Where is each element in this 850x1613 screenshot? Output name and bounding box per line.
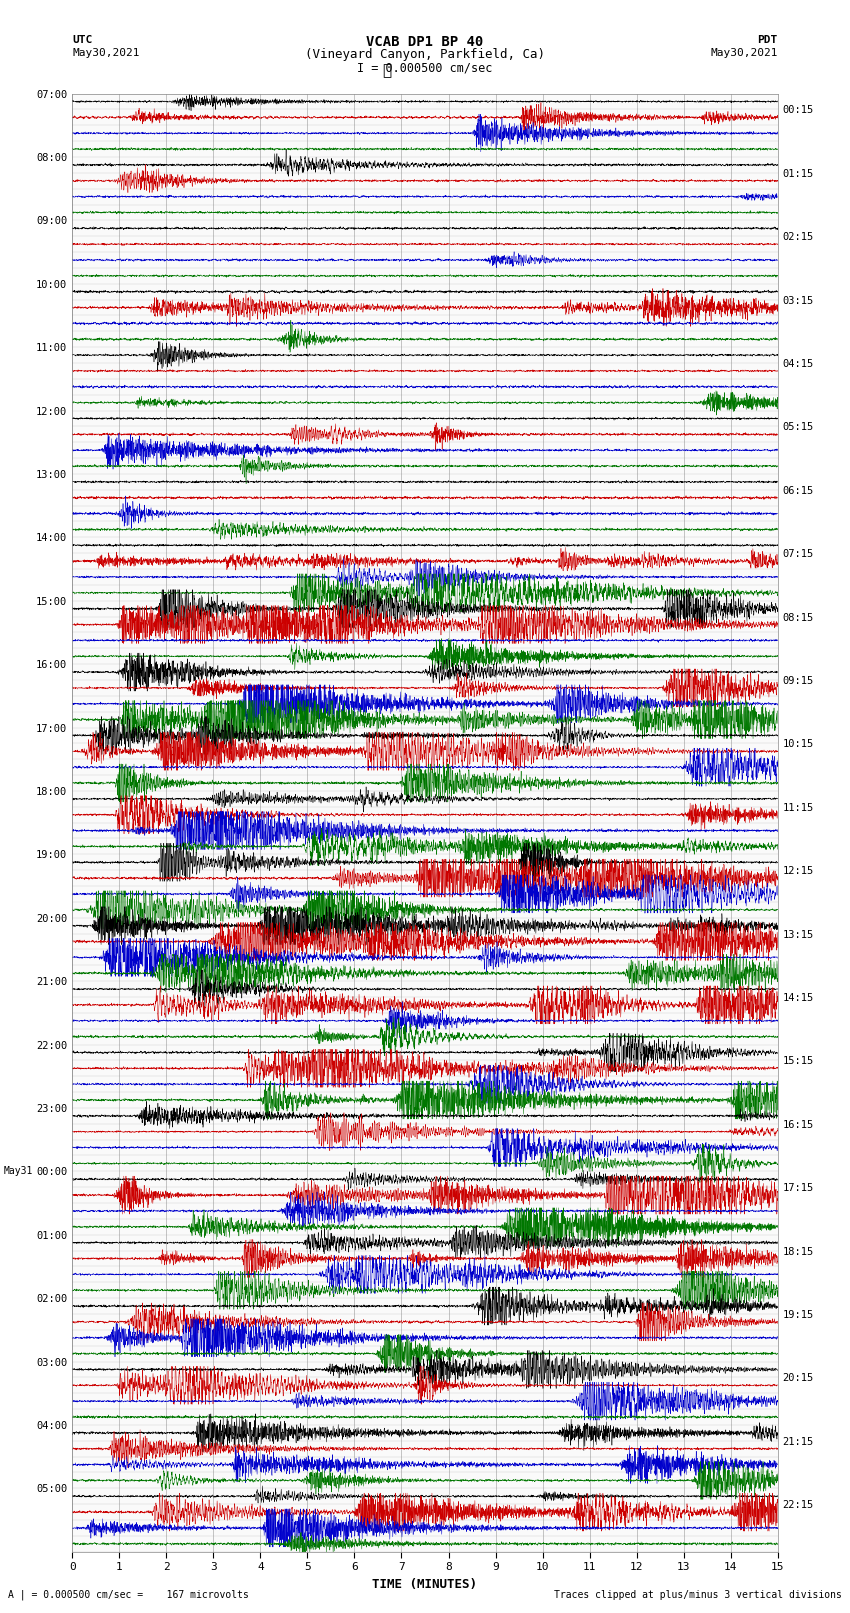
Bar (72, 600, 778, 665)
Bar (72, 790, 778, 855)
Bar (72, 918, 778, 981)
Bar (72, 727, 778, 790)
Text: PDT: PDT (757, 35, 778, 45)
Bar (72, 284, 778, 347)
Bar (72, 1171, 778, 1234)
Bar (72, 537, 778, 600)
Text: May31: May31 (4, 1166, 33, 1176)
X-axis label: TIME (MINUTES): TIME (MINUTES) (372, 1578, 478, 1590)
Text: VCAB DP1 BP 40: VCAB DP1 BP 40 (366, 35, 484, 50)
Bar (72, 1489, 778, 1552)
Bar (72, 1234, 778, 1298)
Text: Traces clipped at plus/minus 3 vertical divisions: Traces clipped at plus/minus 3 vertical … (553, 1590, 842, 1600)
Text: (Vineyard Canyon, Parkfield, Ca): (Vineyard Canyon, Parkfield, Ca) (305, 48, 545, 61)
Text: ⎸: ⎸ (382, 63, 391, 77)
Text: A | = 0.000500 cm/sec =    167 microvolts: A | = 0.000500 cm/sec = 167 microvolts (8, 1589, 249, 1600)
Bar (72, 474, 778, 537)
Bar (72, 855, 778, 918)
Bar (72, 411, 778, 474)
Bar (72, 1424, 778, 1489)
Text: I = 0.000500 cm/sec: I = 0.000500 cm/sec (357, 61, 493, 74)
Bar (72, 347, 778, 411)
Bar (72, 1108, 778, 1171)
Text: May30,2021: May30,2021 (711, 48, 778, 58)
Bar (72, 221, 778, 284)
Bar (72, 1045, 778, 1108)
Text: May30,2021: May30,2021 (72, 48, 139, 58)
Bar (72, 1298, 778, 1361)
Bar (72, 94, 778, 156)
Bar (72, 1361, 778, 1424)
Bar (72, 981, 778, 1045)
Bar (72, 156, 778, 221)
Bar (72, 665, 778, 727)
Text: UTC: UTC (72, 35, 93, 45)
